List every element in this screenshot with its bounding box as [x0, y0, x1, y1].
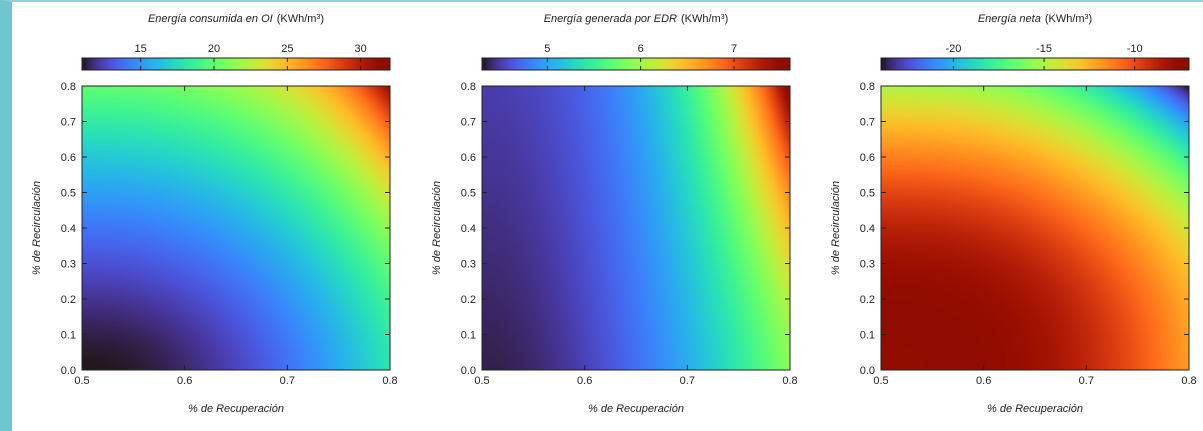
y-axis-label: % de Recirculación — [830, 181, 842, 275]
plot-frame — [481, 85, 791, 371]
y-tick-label: 0.1 — [461, 330, 476, 342]
colorbar-frame — [81, 57, 391, 71]
y-tick-label: 0.2 — [461, 294, 476, 306]
x-axis-label: % de Recuperación — [588, 403, 684, 415]
colorbar-frame — [880, 57, 1190, 71]
colorbar-tick-label: 15 — [135, 43, 147, 55]
y-tick-label: 0.5 — [61, 188, 76, 200]
colorbar — [82, 58, 390, 70]
colorbar-tick-label: 25 — [281, 43, 293, 55]
y-tick-label: 0.8 — [860, 81, 875, 93]
colorbar-tick-label: -10 — [1127, 43, 1143, 55]
x-tick-label: 0.7 — [280, 375, 295, 387]
axes-overlay: Energía consumida en OI (KWh/m3) % de Rec… — [31, 13, 398, 415]
y-tick-label: 0.4 — [461, 223, 476, 235]
y-tick-label: 0.2 — [61, 294, 76, 306]
y-tick-label: 0.0 — [461, 365, 476, 377]
heatmap-surface — [82, 86, 390, 370]
x-tick-label: 0.7 — [680, 375, 695, 387]
y-tick-label: 0.2 — [860, 294, 875, 306]
y-tick-label: 0.7 — [461, 117, 476, 129]
colorbar-title: Energía neta (KWh/m3) — [978, 13, 1092, 25]
chart-panel-energia-consumida: Energía consumida en OI (KWh/m3) % de Rec… — [0, 0, 400, 431]
x-axis-label: % de Recuperación — [188, 403, 284, 415]
x-tick-label: 0.7 — [1079, 375, 1094, 387]
colorbar-frame — [481, 57, 791, 71]
chart-panel-energia-generada: Energía generada por EDR (KWh/m3) % de Re… — [400, 0, 800, 431]
x-axis-label: % de Recuperación — [987, 403, 1083, 415]
y-tick-label: 0.8 — [61, 81, 76, 93]
x-tick-label: 0.5 — [873, 375, 888, 387]
colorbar-tick-label: 6 — [638, 43, 644, 55]
heatmap-surface — [881, 86, 1189, 370]
colorbar-tick-label: 5 — [544, 43, 550, 55]
colorbar-tick-label: -15 — [1036, 43, 1052, 55]
colorbar-title: Energía consumida en OI (KWh/m3) — [148, 13, 324, 25]
colorbar-title: Energía generada por EDR (KWh/m3) — [544, 13, 729, 25]
y-axis-label: % de Recirculación — [431, 181, 443, 275]
colorbar — [482, 58, 790, 70]
x-tick-label: 0.8 — [1181, 375, 1196, 387]
plot-frame — [81, 85, 391, 371]
plot-frame — [880, 85, 1190, 371]
y-tick-label: 0.5 — [860, 188, 875, 200]
y-tick-label: 0.3 — [860, 259, 875, 271]
y-tick-label: 0.6 — [860, 152, 875, 164]
colorbar-tick-label: 7 — [731, 43, 737, 55]
x-tick-label: 0.8 — [382, 375, 397, 387]
y-tick-label: 0.4 — [61, 223, 76, 235]
y-tick-label: 0.0 — [860, 365, 875, 377]
heatmap-surface — [482, 86, 790, 370]
y-tick-label: 0.3 — [461, 259, 476, 271]
x-tick-label: 0.6 — [177, 375, 192, 387]
x-tick-label: 0.6 — [577, 375, 592, 387]
y-tick-label: 0.1 — [860, 330, 875, 342]
y-tick-label: 0.6 — [61, 152, 76, 164]
colorbar-tick-label: 20 — [208, 43, 220, 55]
y-tick-label: 0.0 — [61, 365, 76, 377]
y-tick-label: 0.3 — [61, 259, 76, 271]
chart-panel-energia-neta: Energía neta (KWh/m3) % de Recuperación %… — [800, 0, 1200, 431]
colorbar-tick-label: 30 — [355, 43, 367, 55]
y-tick-label: 0.6 — [461, 152, 476, 164]
y-axis-label: % de Recirculación — [31, 181, 43, 275]
y-tick-label: 0.1 — [61, 330, 76, 342]
y-tick-label: 0.7 — [860, 117, 875, 129]
x-tick-label: 0.5 — [74, 375, 89, 387]
y-tick-label: 0.8 — [461, 81, 476, 93]
y-tick-label: 0.4 — [860, 223, 875, 235]
x-tick-label: 0.8 — [782, 375, 797, 387]
colorbar — [881, 58, 1189, 70]
y-tick-label: 0.7 — [61, 117, 76, 129]
axes-overlay: Energía neta (KWh/m3) % de Recuperación %… — [830, 13, 1197, 415]
x-tick-label: 0.6 — [976, 375, 991, 387]
y-tick-label: 0.5 — [461, 188, 476, 200]
x-tick-label: 0.5 — [474, 375, 489, 387]
colorbar-tick-label: -20 — [946, 43, 962, 55]
axes-overlay: Energía generada por EDR (KWh/m3) % de Re… — [431, 13, 798, 415]
